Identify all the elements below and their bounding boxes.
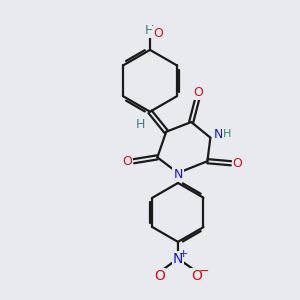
Text: H: H: [136, 118, 145, 131]
Text: O: O: [191, 269, 202, 283]
Text: +: +: [178, 249, 188, 259]
Text: O: O: [194, 86, 203, 99]
Text: H: H: [223, 129, 232, 139]
Text: O: O: [154, 269, 165, 283]
Text: O: O: [232, 157, 242, 170]
Text: H: H: [145, 24, 154, 37]
Text: O: O: [122, 155, 132, 168]
Text: N: N: [214, 128, 223, 141]
Text: N: N: [173, 252, 183, 266]
Text: N: N: [173, 168, 183, 181]
Text: O: O: [153, 27, 163, 40]
Text: −: −: [199, 266, 209, 278]
